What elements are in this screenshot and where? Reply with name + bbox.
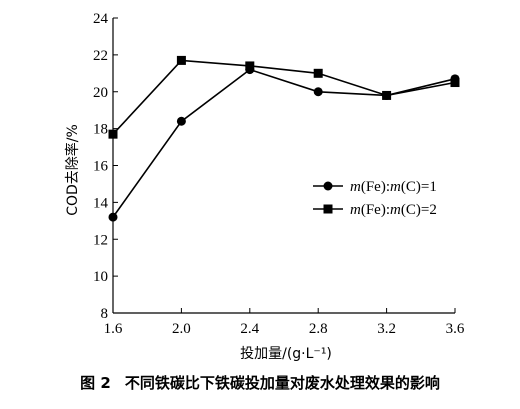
y-tick-label: 20 bbox=[93, 85, 108, 101]
data-point-series-2 bbox=[108, 129, 118, 139]
figure-caption: 图 2 不同铁碳比下铁碳投加量对废水处理效果的影响 bbox=[0, 372, 520, 393]
y-tick-label: 16 bbox=[93, 159, 109, 175]
y-tick-label: 8 bbox=[101, 306, 109, 322]
data-point-series-2 bbox=[313, 68, 323, 78]
legend-label-2: m(Fe):m(C)=2 bbox=[350, 202, 437, 218]
y-tick-label: 22 bbox=[93, 48, 108, 64]
x-tick-label: 3.2 bbox=[377, 321, 396, 337]
data-point-series-2 bbox=[382, 90, 392, 100]
y-tick-label: 10 bbox=[93, 269, 108, 285]
data-point-series-1 bbox=[313, 87, 323, 97]
legend-marker-2 bbox=[323, 204, 333, 214]
series-line-2 bbox=[112, 59, 456, 135]
y-tick-label: 14 bbox=[93, 195, 109, 211]
line-chart: 8 10 12 14 16 18 20 22 24 1.6 2.0 2.4 2.8 3.2 3.6 m(F… bbox=[64, 11, 465, 362]
axes bbox=[112, 18, 455, 314]
x-tick-label: 2.4 bbox=[240, 321, 259, 337]
data-point-series-2 bbox=[450, 78, 460, 88]
figure-number: 图 2 bbox=[80, 374, 111, 392]
data-point-series-2 bbox=[245, 61, 255, 71]
series-layer bbox=[108, 55, 460, 222]
y-axis-ticks: 8 10 12 14 16 18 20 22 24 bbox=[93, 11, 118, 322]
x-tick-label: 2.0 bbox=[172, 321, 191, 337]
data-point-series-1 bbox=[176, 116, 186, 126]
y-tick-label: 18 bbox=[93, 122, 108, 138]
x-tick-label: 1.6 bbox=[104, 321, 123, 337]
x-axis-ticks: 1.6 2.0 2.4 2.8 3.2 3.6 bbox=[104, 308, 465, 337]
x-tick-label: 3.6 bbox=[446, 321, 465, 337]
legend: m(Fe):m(C)=1 m(Fe):m(C)=2 bbox=[313, 179, 437, 218]
y-axis-title: COD去除率/% bbox=[64, 124, 81, 216]
y-tick-label: 24 bbox=[93, 11, 109, 27]
x-tick-label: 2.8 bbox=[309, 321, 328, 337]
data-point-series-1 bbox=[108, 212, 118, 222]
x-axis-title: 投加量/(g·L⁻¹) bbox=[240, 346, 332, 362]
data-point-series-2 bbox=[176, 55, 186, 65]
legend-label-1: m(Fe):m(C)=1 bbox=[350, 179, 437, 195]
legend-marker-1 bbox=[323, 181, 333, 191]
y-tick-label: 12 bbox=[93, 232, 108, 248]
figure-caption-text: 不同铁碳比下铁碳投加量对废水处理效果的影响 bbox=[124, 374, 440, 392]
